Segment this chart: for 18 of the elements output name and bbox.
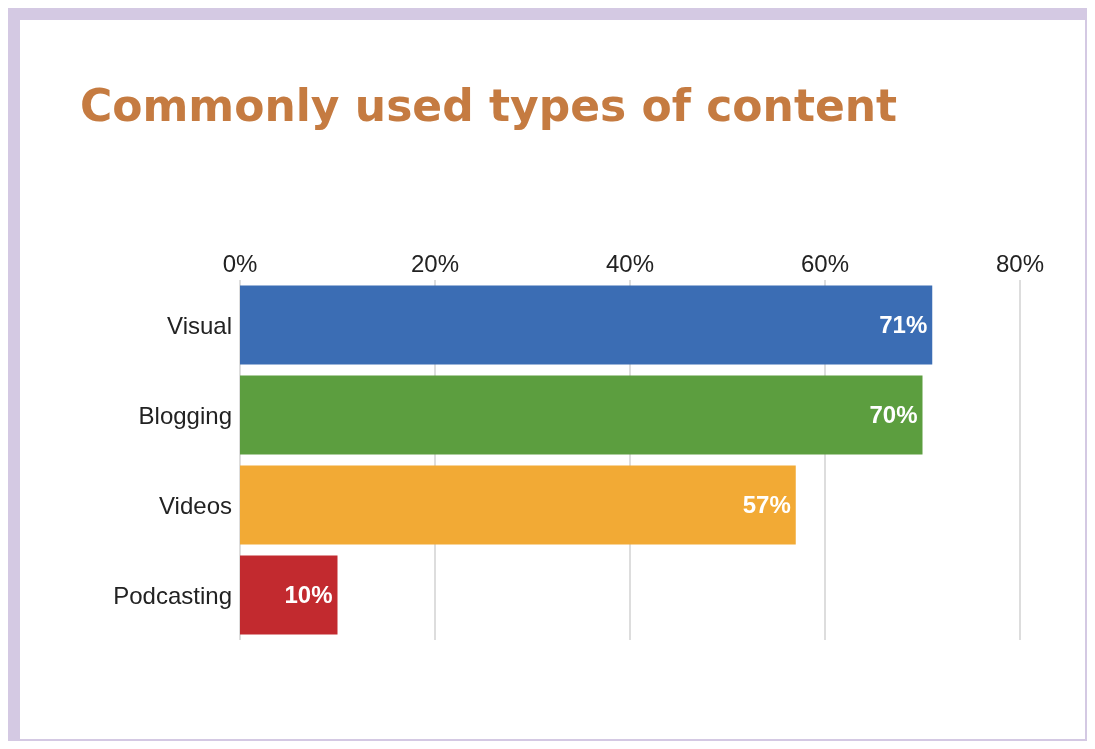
y-tick-label: Blogging: [138, 401, 232, 429]
data-label: 10%: [284, 581, 333, 609]
bar: [240, 285, 933, 365]
y-tick-label: Videos: [159, 491, 232, 519]
data-label: 57%: [742, 491, 791, 519]
bar: [240, 555, 338, 635]
x-tick-label: 0%: [222, 250, 258, 277]
data-label: 70%: [869, 401, 918, 429]
x-tick-label: 20%: [410, 250, 460, 277]
x-tick-label: 40%: [605, 250, 655, 277]
bar: [240, 465, 796, 545]
x-tick-label: 80%: [995, 250, 1045, 277]
x-tick-label: 60%: [800, 250, 850, 277]
bar: [240, 375, 923, 455]
y-tick-label: Visual: [167, 311, 232, 339]
chart-title: Commonly used types of content: [80, 80, 898, 131]
y-tick-label: Podcasting: [113, 581, 232, 609]
data-label: 71%: [879, 311, 928, 339]
